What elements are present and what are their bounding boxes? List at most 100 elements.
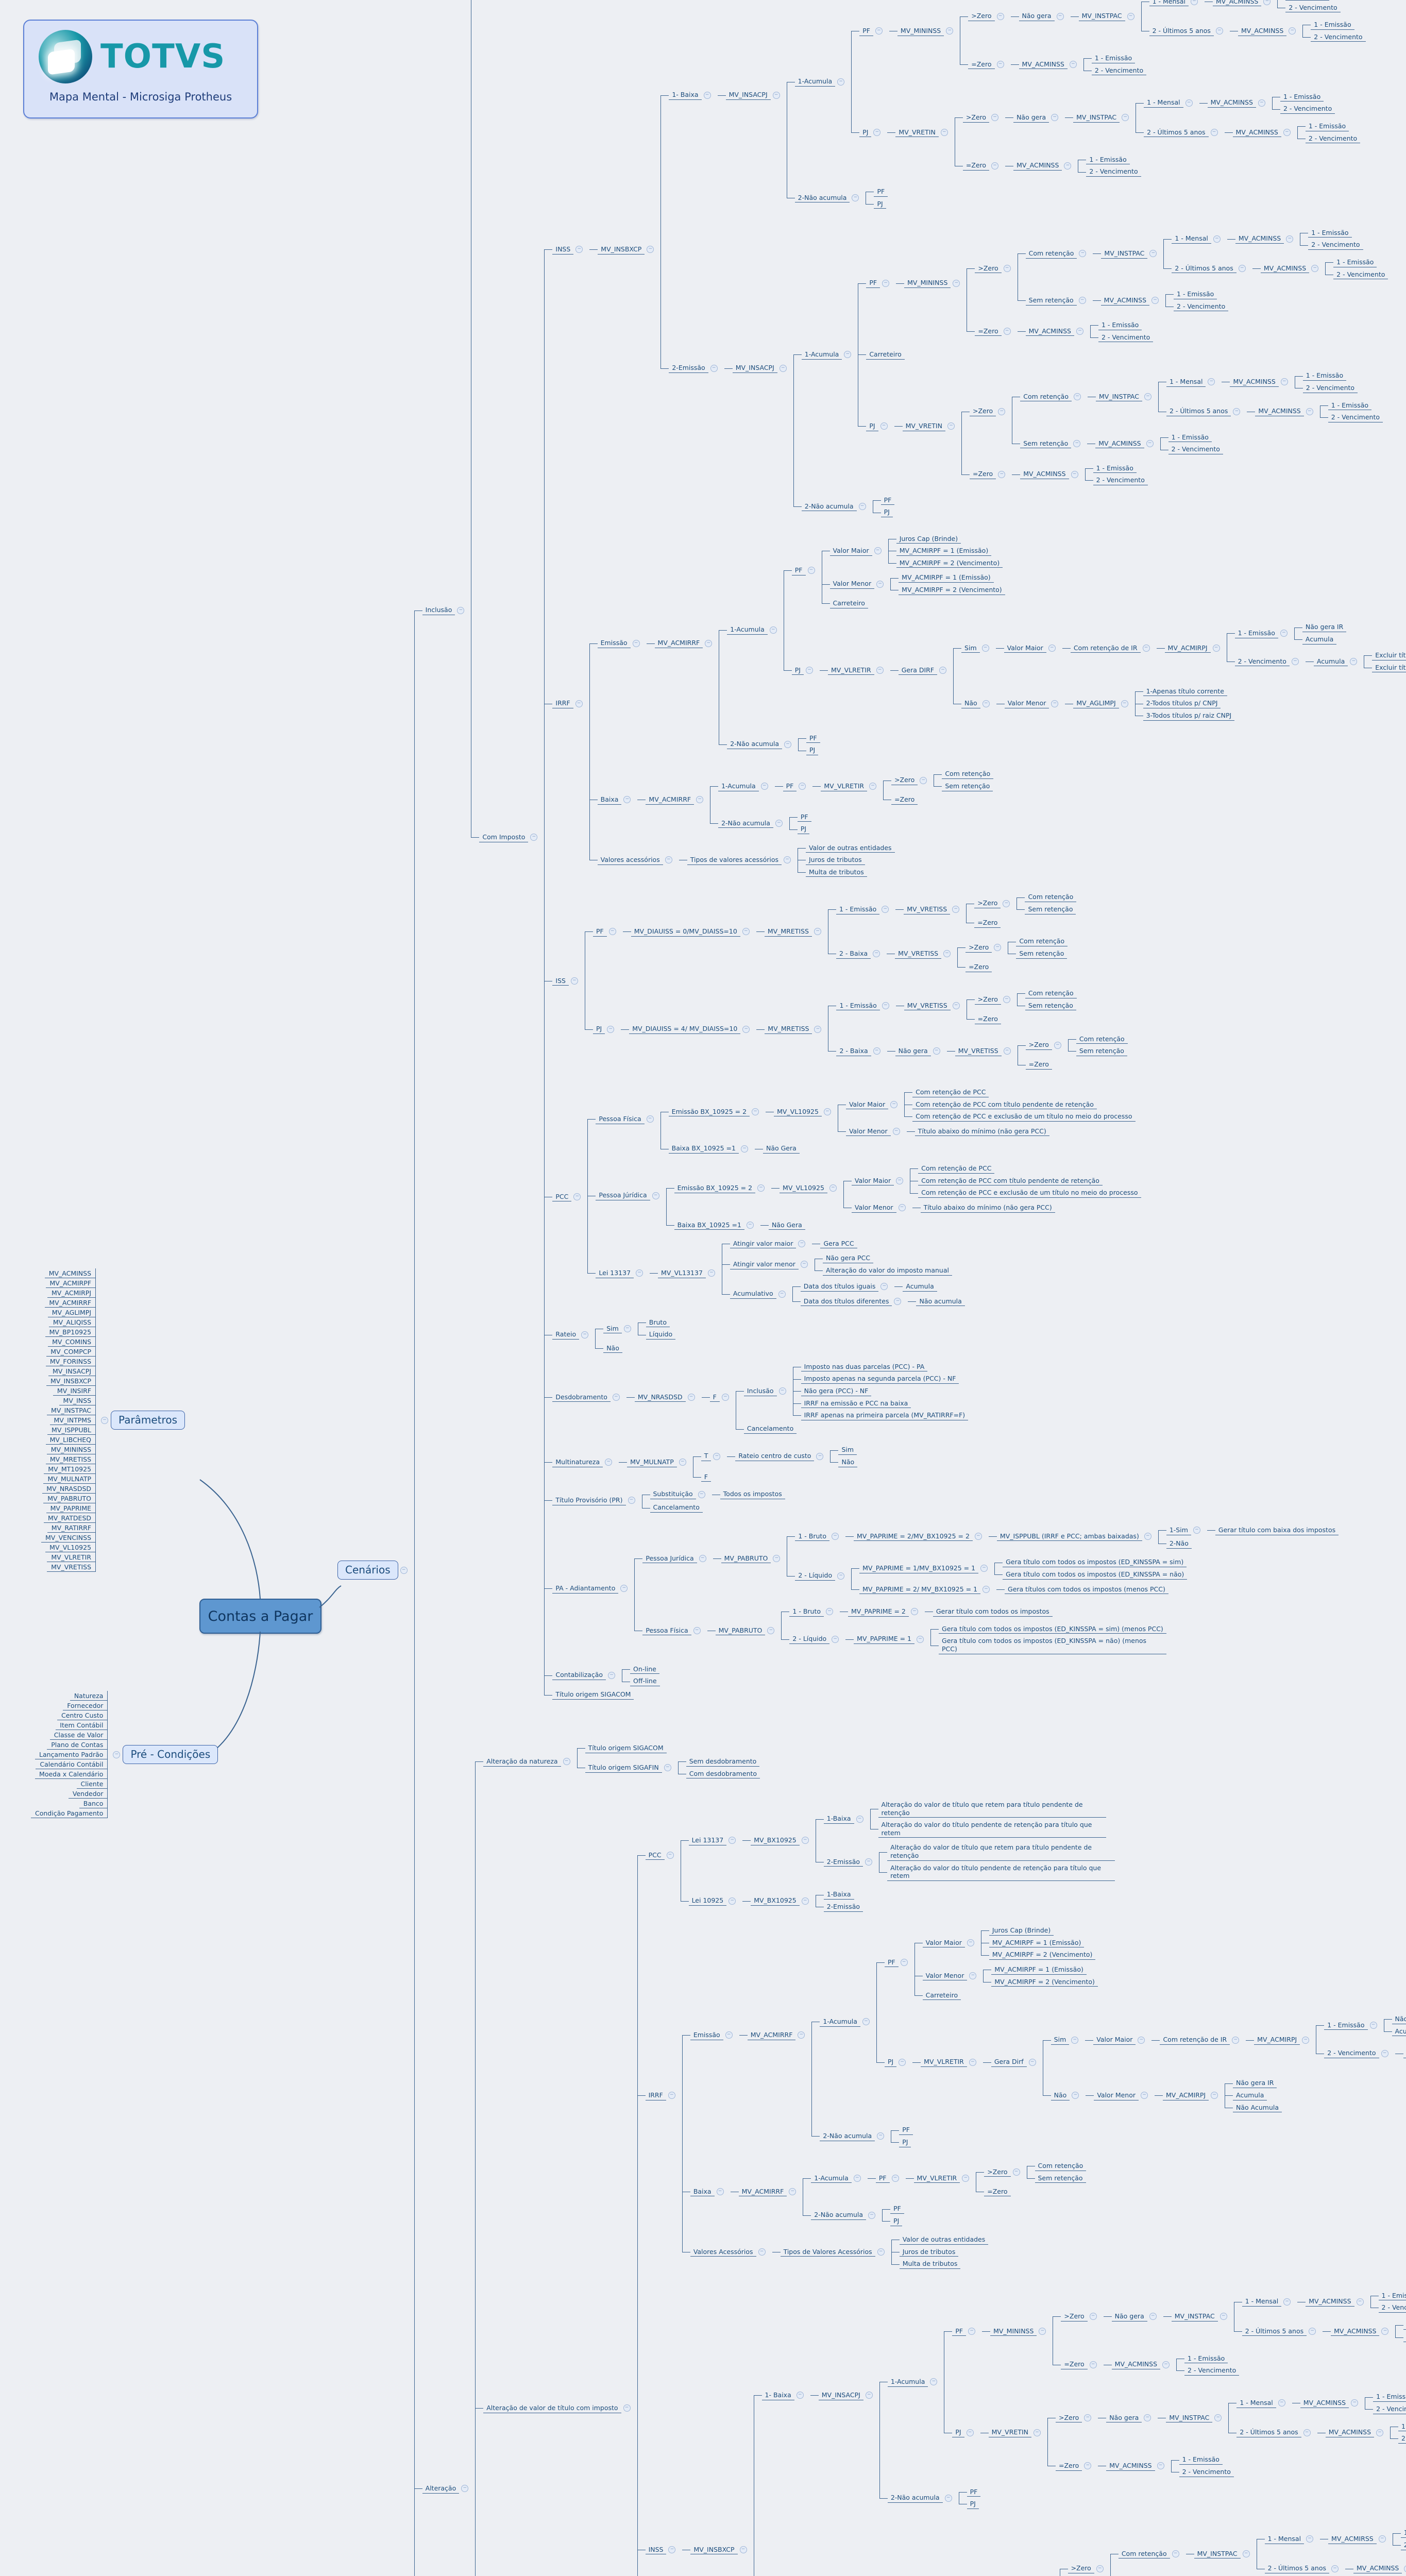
map-node-label[interactable]: 2-Não acumula [811, 2210, 867, 2220]
collapse-icon[interactable]: − [775, 819, 783, 827]
map-node-label[interactable]: Gera título com todos os impostos (ED_KI… [1003, 1557, 1187, 1567]
list-item[interactable]: Condição Pagamento [31, 1808, 108, 1818]
collapse-icon[interactable]: − [400, 1566, 408, 1574]
collapse-icon[interactable]: − [1089, 2313, 1097, 2320]
map-node-label[interactable]: 1- Baixa [761, 2391, 794, 2400]
map-node-label[interactable]: Multinatureza [552, 1458, 603, 1467]
map-node-label[interactable]: MV_BX10925 [751, 1896, 800, 1906]
map-node-label[interactable]: 2-Não acumula [794, 193, 850, 203]
map-node-label[interactable]: F [701, 1472, 711, 1482]
collapse-icon[interactable]: − [696, 796, 704, 804]
collapse-icon[interactable]: − [784, 740, 792, 748]
collapse-icon[interactable]: − [752, 1108, 759, 1116]
map-node-label[interactable]: MV_ACMIRPF = 1 (Emissão) [899, 573, 994, 583]
map-node-label[interactable]: Valor Maior [922, 1938, 965, 1948]
map-node-label[interactable]: Data dos títulos diferentes [800, 1297, 892, 1307]
map-node-label[interactable]: 2 - Vencimento [1333, 270, 1388, 280]
collapse-icon[interactable]: − [563, 1758, 570, 1766]
map-node-label[interactable]: MV_MRETISS [765, 1024, 812, 1034]
collapse-icon[interactable]: − [1144, 393, 1151, 400]
map-node-label[interactable]: Lei 13137 [596, 1268, 634, 1278]
map-node-label[interactable]: MV_PABRUTO [715, 1626, 766, 1636]
map-node-label[interactable]: On-line [630, 1665, 659, 1674]
collapse-icon[interactable]: − [1003, 1047, 1011, 1055]
map-node-label[interactable]: Sem retenção [1025, 1001, 1076, 1011]
map-node-label[interactable]: PF [952, 2327, 967, 2336]
collapse-icon[interactable]: − [729, 1897, 736, 1905]
map-node-label[interactable]: >Zero [962, 113, 990, 123]
map-node-label[interactable]: Valor Maior [1004, 643, 1046, 653]
list-item[interactable]: MV_VLRETIR [47, 1552, 96, 1562]
map-node-label[interactable]: Líquido [646, 1330, 676, 1340]
list-item[interactable]: Cliente [76, 1779, 108, 1789]
collapse-icon[interactable]: − [1003, 996, 1010, 1004]
map-node-label[interactable]: 2 - Vencimento [1086, 167, 1141, 177]
map-node-label[interactable]: Contabilização [552, 1670, 606, 1681]
collapse-icon[interactable]: − [1286, 235, 1294, 243]
map-node-label[interactable]: Não [1051, 2091, 1070, 2100]
map-node-label[interactable]: Pessoa Física [596, 1114, 645, 1124]
collapse-icon[interactable]: − [632, 639, 640, 647]
map-node-label[interactable]: 2 - Líquido [789, 1634, 830, 1644]
map-node-label[interactable]: MV_PABRUTO [721, 1554, 771, 1564]
collapse-icon[interactable]: − [1356, 2298, 1364, 2306]
map-node-label[interactable]: PJ [967, 2499, 979, 2509]
map-node-label[interactable]: MV_ACMINSS [1207, 98, 1256, 108]
collapse-icon[interactable]: − [1311, 265, 1319, 272]
list-item[interactable]: Moeda x Calendário [35, 1769, 108, 1779]
collapse-icon[interactable]: − [853, 2174, 861, 2182]
map-node-label[interactable]: 2 - Vencimento [1311, 32, 1366, 42]
collapse-icon[interactable]: − [947, 422, 955, 430]
map-node-label[interactable]: Emissão [690, 2030, 723, 2040]
list-item[interactable]: Fornecedor [63, 1701, 108, 1710]
collapse-icon[interactable]: − [1003, 265, 1011, 272]
map-node-label[interactable]: PF [899, 2125, 913, 2135]
map-node-label[interactable]: IRRF [645, 2091, 666, 2100]
map-node-label[interactable]: 1 - Emissão [1378, 2291, 1406, 2301]
map-node-label[interactable]: Não acumula [916, 1297, 965, 1307]
collapse-icon[interactable]: − [739, 2546, 747, 2553]
map-node-label[interactable]: Bruto [646, 1318, 670, 1328]
list-item[interactable]: Lançamento Padrão [35, 1750, 108, 1759]
map-node-label[interactable]: Baixa [690, 2187, 715, 2197]
collapse-icon[interactable]: − [898, 1204, 906, 1212]
collapse-icon[interactable]: − [798, 2031, 805, 2039]
map-node-label[interactable]: 1 - Emissão [1373, 2392, 1406, 2402]
collapse-icon[interactable]: − [779, 364, 787, 372]
map-node-label[interactable]: Título abaixo do mínimo (não gera PCC) [914, 1127, 1049, 1137]
map-node-label[interactable]: 2 - Baixa [836, 1046, 871, 1056]
map-node-label[interactable]: Alteração [422, 2484, 460, 2494]
map-node-label[interactable]: MV_VLRETIR [913, 2174, 960, 2183]
collapse-icon[interactable]: − [1162, 2361, 1170, 2368]
collapse-icon[interactable]: − [760, 783, 768, 790]
collapse-icon[interactable]: − [1157, 2462, 1164, 2470]
map-node-label[interactable]: Valor Menor [1094, 2091, 1139, 2100]
map-node-label[interactable]: Emissão BX_10925 = 2 [674, 1183, 756, 1193]
collapse-icon[interactable]: − [974, 1533, 982, 1540]
collapse-icon[interactable]: − [1144, 1533, 1151, 1540]
collapse-icon[interactable]: − [991, 114, 999, 122]
map-node-label[interactable]: Emissão [597, 638, 631, 648]
map-node-label[interactable]: Não gera IR [1233, 2078, 1277, 2088]
map-node-label[interactable]: Sim [838, 1445, 857, 1455]
list-item[interactable]: Natureza [70, 1691, 108, 1701]
map-node-label[interactable]: Não [961, 699, 980, 708]
collapse-icon[interactable]: − [581, 1331, 589, 1338]
map-node-label[interactable]: IRRF [552, 699, 573, 708]
map-node-label[interactable]: PJ [806, 745, 819, 755]
map-node-label[interactable]: MV_MULNATP [627, 1458, 677, 1467]
map-node-label[interactable]: Título origem SIGACOM [552, 1690, 634, 1700]
map-node-label[interactable]: 2 - Vencimento [1280, 104, 1335, 114]
map-node-label[interactable]: =Zero [975, 327, 1002, 336]
collapse-icon[interactable]: − [647, 246, 654, 253]
map-node-label[interactable]: Alteração de valor de título com imposto [483, 2403, 621, 2413]
collapse-icon[interactable]: − [1064, 162, 1072, 170]
map-node-label[interactable]: Valor Maior [845, 1100, 889, 1110]
map-node-label[interactable]: MV_ACMIRPF = 1 (Emissão) [896, 546, 992, 556]
collapse-icon[interactable]: − [1142, 645, 1150, 652]
map-node-label[interactable]: MV_ACMIRPF = 2 (Vencimento) [989, 1950, 1096, 1960]
collapse-icon[interactable]: − [1214, 2414, 1222, 2421]
map-node-label[interactable]: 2 - Vencimento [1091, 66, 1147, 76]
collapse-icon[interactable]: − [890, 1100, 898, 1108]
map-node-label[interactable]: PJ [880, 507, 893, 517]
